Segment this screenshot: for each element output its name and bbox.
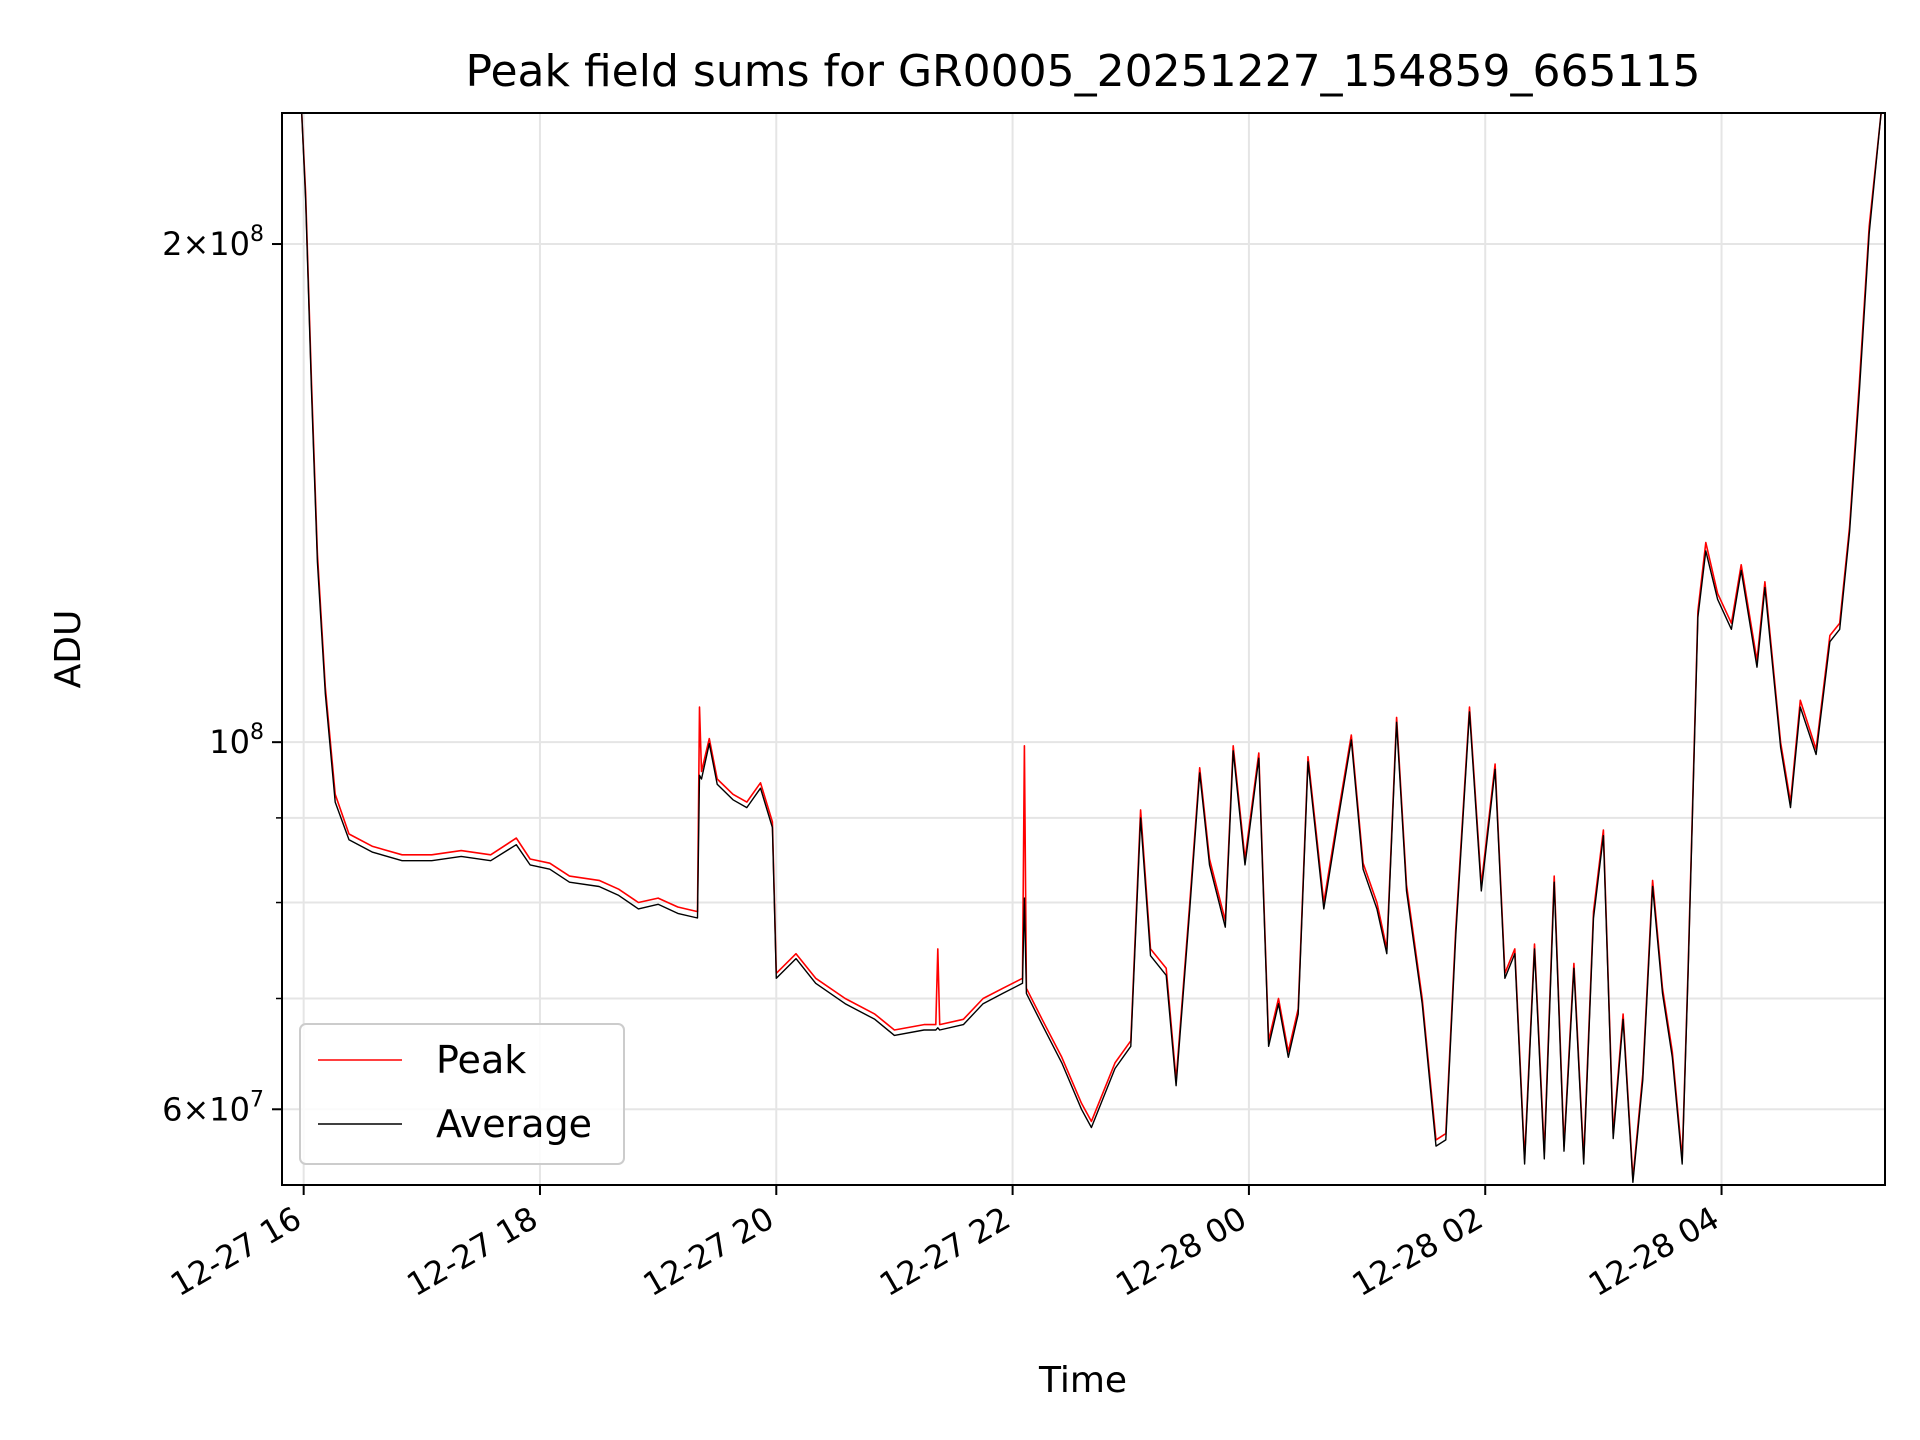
plot-frame [281, 112, 1886, 1186]
y-tick-label-exponent: 8 [250, 720, 264, 745]
y-tick-label-exponent: 8 [250, 222, 264, 247]
y-tick-label: 6×107 [162, 1087, 264, 1128]
y-tick-label-base: 10 [209, 723, 250, 761]
legend-box [299, 1023, 625, 1165]
y-tick-label-base: 6×10 [162, 1090, 250, 1128]
x-axis-label: Time [1038, 1360, 1127, 1401]
legend-label-peak: Peak [436, 1038, 526, 1082]
series-line-average [301, 113, 1882, 1183]
legend: Peak Average [299, 1023, 625, 1165]
y-tick-label: 108 [209, 720, 264, 761]
chart-title: Peak field sums for GR0005_20251227_1548… [466, 46, 1701, 97]
grid-lines [282, 113, 1885, 1185]
legend-label-average: Average [436, 1102, 592, 1146]
y-axis-label: ADU [48, 610, 89, 689]
series-lines [300, 113, 1882, 1183]
y-tick-label: 2×108 [162, 222, 264, 263]
y-tick-label-base: 2×10 [162, 225, 250, 263]
y-tick-label-exponent: 7 [250, 1087, 264, 1112]
